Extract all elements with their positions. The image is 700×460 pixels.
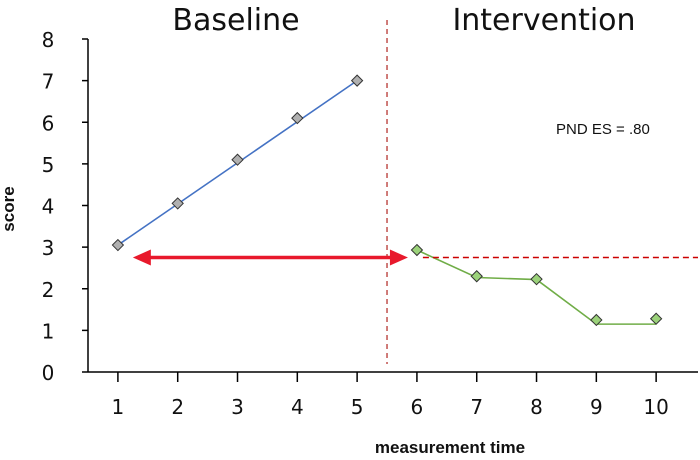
- baseline-point: [171, 197, 184, 210]
- intervention-point: [410, 243, 424, 257]
- intervention-line: [416, 249, 657, 325]
- y-tick-label: 7: [42, 70, 55, 94]
- pnd-annotation: PND ES = .80: [556, 121, 650, 138]
- baseline-point: [350, 74, 364, 87]
- y-tick-label: 1: [42, 319, 55, 343]
- x-tick-label: 3: [231, 395, 244, 419]
- phase-label: Intervention: [452, 3, 635, 38]
- x-axis-title: measurement time: [375, 438, 525, 457]
- intervention-point: [470, 270, 483, 283]
- arrow-head-left: [132, 249, 151, 266]
- arrow-head-right: [389, 249, 408, 266]
- x-tick-label: 1: [112, 395, 125, 419]
- baseline-point: [111, 238, 125, 252]
- x-tick-label: 6: [411, 395, 424, 419]
- x-tick-label: 8: [530, 395, 543, 419]
- series-lines: [117, 79, 698, 325]
- intervention-point: [530, 272, 543, 286]
- y-tick-label: 3: [42, 236, 55, 260]
- y-axis-title: score: [0, 186, 18, 231]
- chart-labels: 0 1 2 3 4 5 6 7 8 1 2 3 4 5 6 7 8 9 10 Baseline Intervention…: [0, 3, 669, 457]
- baseline-point: [291, 111, 304, 125]
- y-tick-label: 6: [42, 111, 55, 135]
- y-tick-label: 8: [42, 28, 55, 52]
- y-tick-label: 5: [42, 153, 55, 177]
- intervention-point: [649, 312, 663, 325]
- x-tick-label: 7: [470, 395, 483, 419]
- axes: [82, 20, 698, 382]
- y-tick-label: 0: [42, 361, 55, 385]
- x-tick-label: 9: [590, 395, 603, 419]
- x-tick-label: 5: [351, 395, 364, 419]
- y-tick-label: 2: [42, 278, 55, 302]
- baseline-point: [231, 153, 244, 166]
- x-tick-label: 10: [643, 395, 668, 419]
- x-tick-label: 2: [171, 395, 184, 419]
- y-tick-label: 4: [42, 195, 55, 219]
- intervention-point: [590, 313, 603, 327]
- phase-label: Baseline: [172, 3, 299, 38]
- series-markers: [111, 74, 663, 327]
- x-tick-label: 4: [291, 395, 304, 419]
